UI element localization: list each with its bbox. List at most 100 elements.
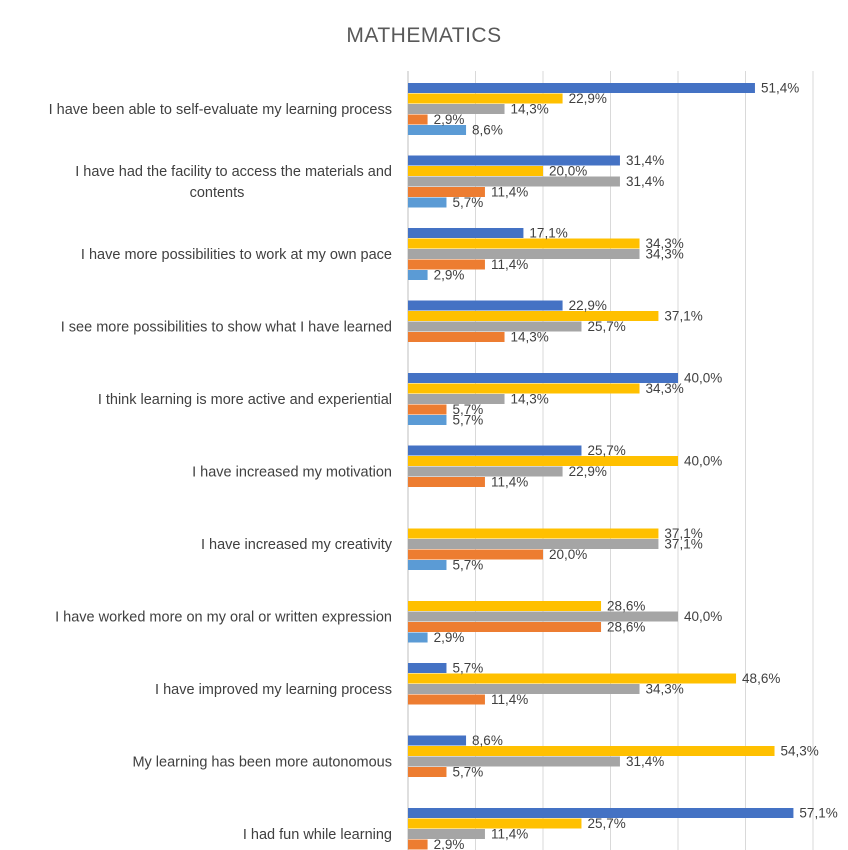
bar bbox=[408, 632, 428, 643]
data-label: 31,4% bbox=[626, 754, 664, 769]
data-label: 31,4% bbox=[626, 174, 664, 189]
data-label: 8,6% bbox=[472, 733, 503, 748]
bar bbox=[408, 684, 640, 694]
bar bbox=[408, 560, 447, 570]
bar bbox=[408, 767, 447, 777]
data-label: 54,3% bbox=[781, 744, 819, 759]
data-label: 28,6% bbox=[607, 620, 645, 635]
category-label: I have increased my creativity bbox=[201, 537, 393, 553]
bar bbox=[408, 104, 505, 114]
bar bbox=[408, 611, 678, 622]
bar bbox=[408, 673, 737, 684]
data-label: 5,7% bbox=[452, 195, 483, 210]
data-label: 40,0% bbox=[684, 609, 722, 624]
bar bbox=[408, 270, 428, 280]
data-label: 2,9% bbox=[434, 630, 465, 645]
data-label: 34,3% bbox=[646, 381, 684, 396]
bar bbox=[408, 746, 775, 756]
bar bbox=[408, 125, 467, 135]
data-label: 20,0% bbox=[549, 164, 587, 179]
chart-title: MATHEMATICS bbox=[346, 24, 501, 47]
data-label: 5,7% bbox=[452, 402, 483, 417]
bar bbox=[408, 622, 602, 632]
data-label: 11,4% bbox=[491, 475, 528, 490]
data-label: 2,9% bbox=[434, 112, 465, 127]
data-label: 34,3% bbox=[646, 236, 684, 251]
bar bbox=[408, 228, 524, 238]
category-label: My learning has been more autonomous bbox=[132, 755, 392, 771]
data-label: 37,1% bbox=[664, 309, 702, 324]
bar bbox=[408, 549, 543, 560]
data-label: 40,0% bbox=[684, 371, 722, 386]
bars bbox=[408, 83, 794, 850]
bar bbox=[408, 735, 467, 746]
bar bbox=[408, 197, 447, 208]
category-label: I have worked more on my oral or written… bbox=[55, 610, 392, 626]
bar bbox=[408, 456, 678, 466]
data-label: 14,3% bbox=[511, 330, 549, 345]
data-label: 22,9% bbox=[569, 464, 607, 479]
data-label: 28,6% bbox=[607, 599, 645, 614]
bar bbox=[408, 808, 794, 818]
category-label: I have been able to self-evaluate my lea… bbox=[49, 102, 392, 118]
data-label: 11,4% bbox=[491, 827, 528, 842]
bar bbox=[408, 383, 640, 394]
data-label: 11,4% bbox=[491, 185, 528, 200]
data-label: 8,6% bbox=[472, 123, 503, 138]
data-label: 22,9% bbox=[569, 91, 607, 106]
bar bbox=[408, 311, 659, 321]
data-label: 31,4% bbox=[626, 153, 664, 168]
data-labels: 51,4% 22,9% 14,3% 2,9% 8,6% 31,4% 20,0% 31,4% 11… bbox=[434, 81, 838, 850]
category-label: I have had the facility to access the ma… bbox=[75, 164, 392, 180]
data-label: 5,7% bbox=[452, 558, 483, 573]
data-label: 22,9% bbox=[569, 298, 607, 313]
bar bbox=[408, 93, 563, 104]
bar bbox=[408, 756, 620, 767]
bar bbox=[408, 394, 505, 404]
bar bbox=[408, 477, 485, 487]
data-label: 5,7% bbox=[452, 413, 483, 428]
bar bbox=[408, 83, 755, 93]
data-label: 57,1% bbox=[799, 806, 837, 821]
category-label: I have more possibilities to work at my … bbox=[81, 247, 392, 263]
bar bbox=[408, 694, 485, 705]
data-label: 34,3% bbox=[646, 247, 684, 262]
data-label: 2,9% bbox=[434, 268, 465, 283]
bar bbox=[408, 818, 582, 829]
bar bbox=[408, 332, 505, 342]
bar bbox=[408, 829, 485, 839]
bar bbox=[408, 238, 640, 249]
bar bbox=[408, 176, 620, 187]
bar bbox=[408, 187, 485, 197]
data-label: 11,4% bbox=[491, 257, 528, 272]
bar bbox=[408, 663, 447, 673]
bar bbox=[408, 466, 563, 477]
data-label: 37,1% bbox=[664, 537, 702, 552]
bar bbox=[408, 373, 678, 383]
bar bbox=[408, 539, 659, 549]
bar bbox=[408, 259, 485, 270]
bar bbox=[408, 300, 563, 311]
data-label: 48,6% bbox=[742, 671, 780, 686]
data-label: 2,9% bbox=[434, 837, 465, 850]
category-label: I have improved my learning process bbox=[155, 682, 392, 698]
data-label: 25,7% bbox=[587, 816, 625, 831]
bar bbox=[408, 404, 447, 415]
data-label: 11,4% bbox=[491, 692, 528, 707]
data-label: 17,1% bbox=[529, 226, 567, 241]
data-label: 40,0% bbox=[684, 454, 722, 469]
bar bbox=[408, 321, 582, 332]
category-label: I had fun while learning bbox=[243, 827, 392, 843]
data-label: 5,7% bbox=[452, 661, 483, 676]
bar bbox=[408, 249, 640, 259]
data-label: 14,3% bbox=[511, 392, 549, 407]
bar bbox=[408, 415, 447, 425]
data-label: 14,3% bbox=[511, 102, 549, 117]
category-label: I see more possibilities to show what I … bbox=[61, 320, 392, 336]
data-label: 37,1% bbox=[664, 526, 702, 541]
data-label: 5,7% bbox=[452, 765, 483, 780]
data-label: 25,7% bbox=[587, 319, 625, 334]
bar bbox=[408, 155, 620, 166]
bar bbox=[408, 528, 659, 539]
